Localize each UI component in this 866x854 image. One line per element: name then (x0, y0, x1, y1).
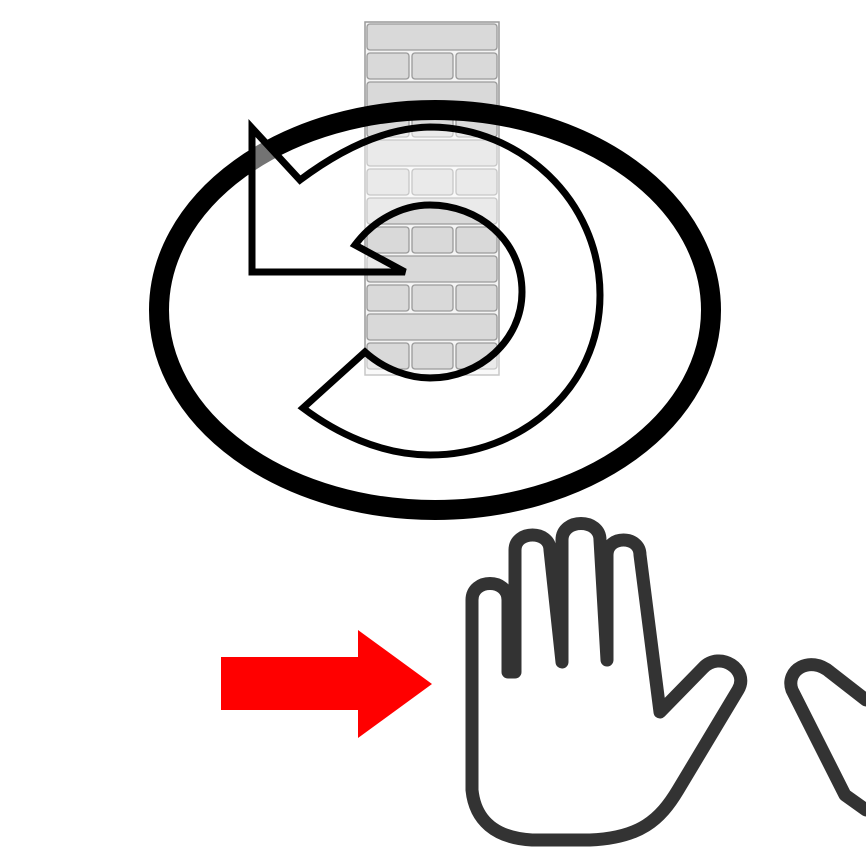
right-arrow-icon (221, 630, 432, 738)
brick (366, 313, 498, 341)
brick (455, 168, 498, 196)
brick (366, 52, 410, 80)
turn-back-arrow-icon (248, 119, 604, 459)
raised-hand-icon (465, 517, 748, 847)
brick (455, 284, 498, 312)
brick (366, 139, 498, 167)
brick (366, 197, 498, 225)
brick (411, 284, 454, 312)
brick (455, 52, 498, 80)
brick (366, 23, 498, 51)
ellipse-ring-icon (149, 100, 721, 520)
brick (411, 342, 454, 370)
brick (366, 226, 410, 254)
brick (366, 284, 410, 312)
brick (411, 226, 454, 254)
brick (411, 168, 454, 196)
brick (366, 168, 410, 196)
brick (455, 226, 498, 254)
brick (411, 52, 454, 80)
second-hand-partial-icon (784, 658, 866, 817)
